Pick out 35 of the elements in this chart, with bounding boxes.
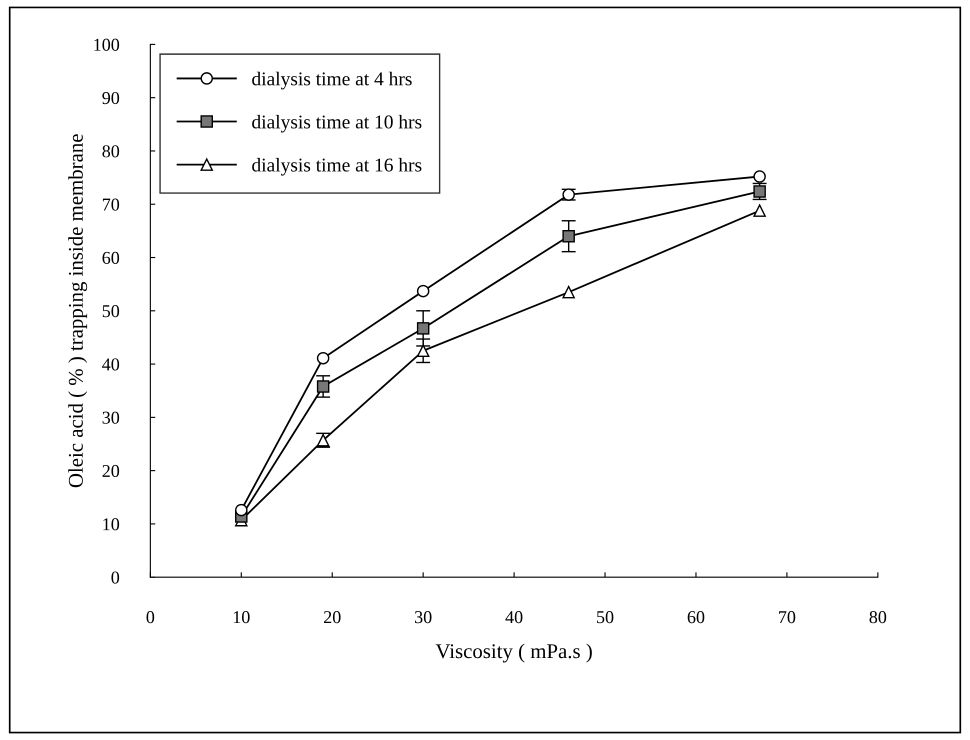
- point: [316, 380, 330, 393]
- y-tick-label: 20: [102, 464, 120, 478]
- y-tick-label: 80: [102, 145, 120, 158]
- x-axis-title: Viscosity ( mPa.s ): [436, 644, 592, 663]
- point: [416, 284, 430, 298]
- y-tick-label: 90: [102, 92, 120, 104]
- point: [753, 170, 766, 183]
- y-tick-label: 10: [103, 518, 120, 530]
- legend-label: dialysis time at 4 hrs: [252, 72, 412, 90]
- x-tick-label: 80: [870, 611, 886, 624]
- y-tick-label: 70: [102, 198, 120, 211]
- x-tick-label: 0: [146, 611, 154, 624]
- y-tick-label: 100: [94, 38, 120, 51]
- point: [753, 204, 766, 217]
- legend-label: dialysis time at 16 hrs: [252, 158, 422, 176]
- point: [235, 504, 248, 516]
- point: [562, 286, 575, 298]
- x-tick-label: 50: [597, 611, 614, 624]
- x-tick-label: 10: [234, 611, 250, 624]
- y-tick-label: 30: [102, 412, 120, 424]
- y-tick-label: 0: [111, 571, 120, 584]
- point: [562, 230, 575, 242]
- point: [416, 344, 430, 358]
- x-tick-label: 70: [779, 611, 796, 624]
- y-axis-title: Oleic acid ( % ) trapping inside membrane: [68, 134, 88, 488]
- point: [416, 322, 430, 335]
- y-tick-label: 50: [102, 305, 120, 318]
- point: [316, 352, 330, 364]
- x-tick-label: 20: [324, 611, 341, 624]
- legend-label: dialysis time at 10 hrs: [252, 114, 422, 133]
- y-tick-label: 60: [102, 252, 120, 264]
- y-tick-label: 40: [102, 358, 120, 371]
- x-tick-label: 60: [688, 611, 704, 624]
- x-tick-label: 40: [505, 611, 522, 624]
- x-tick-label: 30: [415, 611, 432, 624]
